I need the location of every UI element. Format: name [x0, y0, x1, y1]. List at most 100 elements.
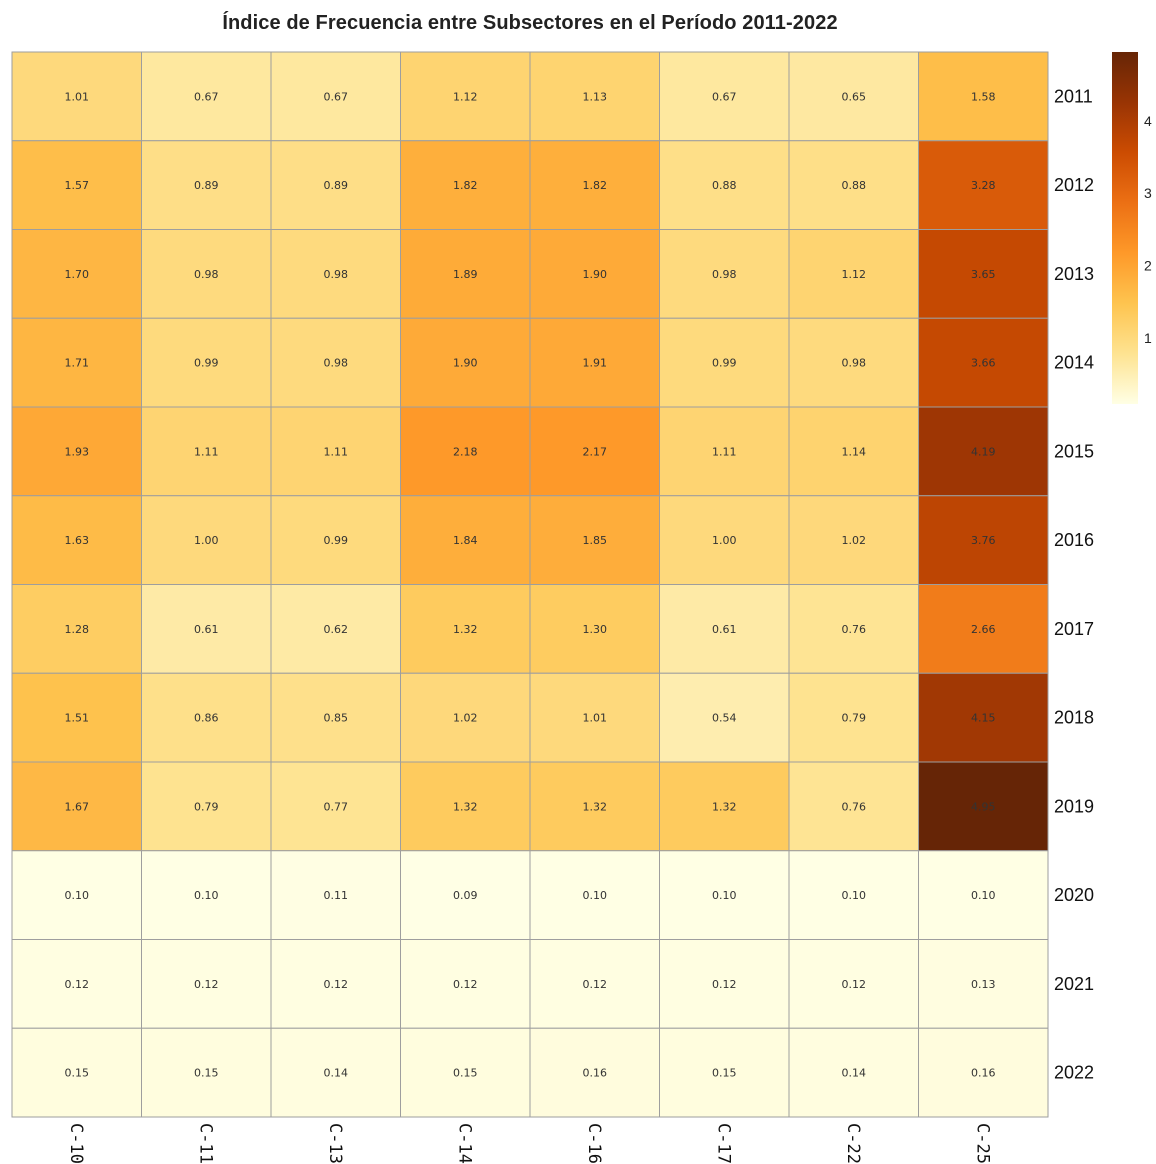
cell-value-label: 4.19	[971, 445, 996, 458]
cell-value-label: 0.12	[842, 978, 867, 991]
cell-value-label: 1.91	[583, 357, 608, 370]
heatmap-cell	[529, 406, 660, 497]
cell-value-label: 0.62	[324, 623, 349, 636]
cell-value-label: 1.13	[583, 90, 608, 103]
heatmap-cell	[788, 51, 919, 142]
cell-value-label: 0.98	[324, 268, 349, 281]
heatmap-cell	[141, 229, 272, 319]
heatmap-cell	[788, 672, 919, 763]
cell-value-label: 0.67	[194, 90, 219, 103]
cell-value-label: 1.90	[583, 268, 608, 281]
heatmap-cell	[529, 1027, 660, 1118]
heatmap-cell	[400, 1027, 531, 1118]
cell-value-label: 2.66	[971, 623, 996, 636]
heatmap-cell	[270, 761, 401, 852]
cell-value-label: 1.30	[583, 623, 608, 636]
cell-value-label: 1.12	[453, 90, 478, 103]
heatmap-cell	[659, 495, 790, 585]
heatmap-cell	[400, 317, 531, 408]
heatmap-cell	[918, 406, 1049, 497]
heatmap-cells: 1.01 0.67 0.67 1.12 1.13 0.67 0.65 1.58 1.57 0.89…	[11, 51, 1049, 1118]
column-label: C-14	[454, 1123, 474, 1164]
row-label: 2014	[1054, 353, 1094, 373]
cell-value-label: 1.01	[583, 712, 608, 725]
cell-value-label: 1.58	[971, 90, 996, 103]
cell-value-label: 0.76	[842, 623, 867, 636]
heatmap-cell	[918, 761, 1049, 852]
cell-value-label: 0.88	[712, 179, 737, 192]
cell-value-label: 0.79	[842, 712, 867, 725]
heatmap-cell	[918, 1027, 1049, 1118]
heatmap-cell	[659, 584, 790, 674]
cell-value-label: 0.98	[324, 357, 349, 370]
color-scale-tick-label: 3	[1144, 185, 1152, 201]
row-label: 2011	[1054, 86, 1093, 106]
heatmap-cell	[141, 584, 272, 674]
cell-value-label: 1.93	[65, 445, 90, 458]
heatmap-cell	[11, 850, 142, 940]
heatmap-cell	[918, 140, 1049, 230]
cell-value-label: 1.67	[65, 800, 90, 813]
cell-value-label: 1.71	[65, 357, 90, 370]
cell-value-label: 0.99	[324, 534, 349, 547]
cell-value-label: 4.15	[971, 712, 996, 725]
heatmap-cell	[270, 229, 401, 319]
cell-value-label: 2.18	[453, 445, 478, 458]
cell-value-label: 1.84	[453, 534, 478, 547]
cell-value-label: 1.63	[65, 534, 90, 547]
row-label: 2020	[1054, 885, 1094, 905]
cell-value-label: 0.12	[324, 978, 349, 991]
cell-value-label: 0.14	[842, 1067, 867, 1080]
heatmap-cell	[918, 495, 1049, 585]
heatmap-cell	[788, 584, 919, 674]
cell-value-label: 1.11	[324, 445, 349, 458]
heatmap-cell	[141, 672, 272, 763]
cell-value-label: 0.12	[194, 978, 219, 991]
cell-value-label: 0.99	[712, 357, 737, 370]
cell-value-label: 0.12	[712, 978, 737, 991]
heatmap-cell	[400, 406, 531, 497]
heatmap-cell	[11, 317, 142, 408]
heatmap-cell	[788, 140, 919, 230]
color-scale-legend: 1 2 3 4	[1112, 52, 1152, 404]
cell-value-label: 0.16	[583, 1067, 608, 1080]
heatmap-cell	[788, 1027, 919, 1118]
heatmap-cell	[918, 850, 1049, 940]
heatmap-cell	[659, 672, 790, 763]
cell-value-label: 0.12	[583, 978, 608, 991]
heatmap-cell	[788, 317, 919, 408]
heatmap-cell	[918, 51, 1049, 142]
cell-value-label: 0.89	[324, 179, 349, 192]
cell-value-label: 3.66	[971, 357, 996, 370]
heatmap-cell	[11, 140, 142, 230]
cell-value-label: 1.02	[842, 534, 867, 547]
column-label: C-17	[713, 1123, 733, 1164]
heatmap-cell	[918, 939, 1049, 1029]
cell-value-label: 0.10	[712, 889, 737, 902]
heatmap-cell	[659, 140, 790, 230]
row-label: 2017	[1054, 619, 1094, 639]
heatmap-cell	[141, 317, 272, 408]
column-label: C-13	[325, 1123, 345, 1164]
heatmap-cell	[529, 939, 660, 1029]
cell-value-label: 1.32	[712, 800, 737, 813]
heatmap-cell	[788, 406, 919, 497]
heatmap-cell	[788, 761, 919, 852]
row-label: 2018	[1054, 708, 1094, 728]
cell-value-label: 0.88	[842, 179, 867, 192]
row-label: 2019	[1054, 796, 1094, 816]
cell-value-label: 1.32	[453, 800, 478, 813]
heatmap-cell	[11, 1027, 142, 1118]
cell-value-label: 0.15	[65, 1067, 90, 1080]
heatmap-cell	[270, 317, 401, 408]
heatmap-cell	[659, 1027, 790, 1118]
heatmap-cell	[918, 584, 1049, 674]
color-scale-tick-label: 2	[1144, 258, 1152, 274]
heatmap-cell	[270, 495, 401, 585]
cell-value-label: 0.16	[971, 1067, 996, 1080]
cell-value-label: 1.02	[453, 712, 478, 725]
heatmap-cell	[141, 406, 272, 497]
heatmap-cell	[918, 672, 1049, 763]
cell-value-label: 1.32	[453, 623, 478, 636]
